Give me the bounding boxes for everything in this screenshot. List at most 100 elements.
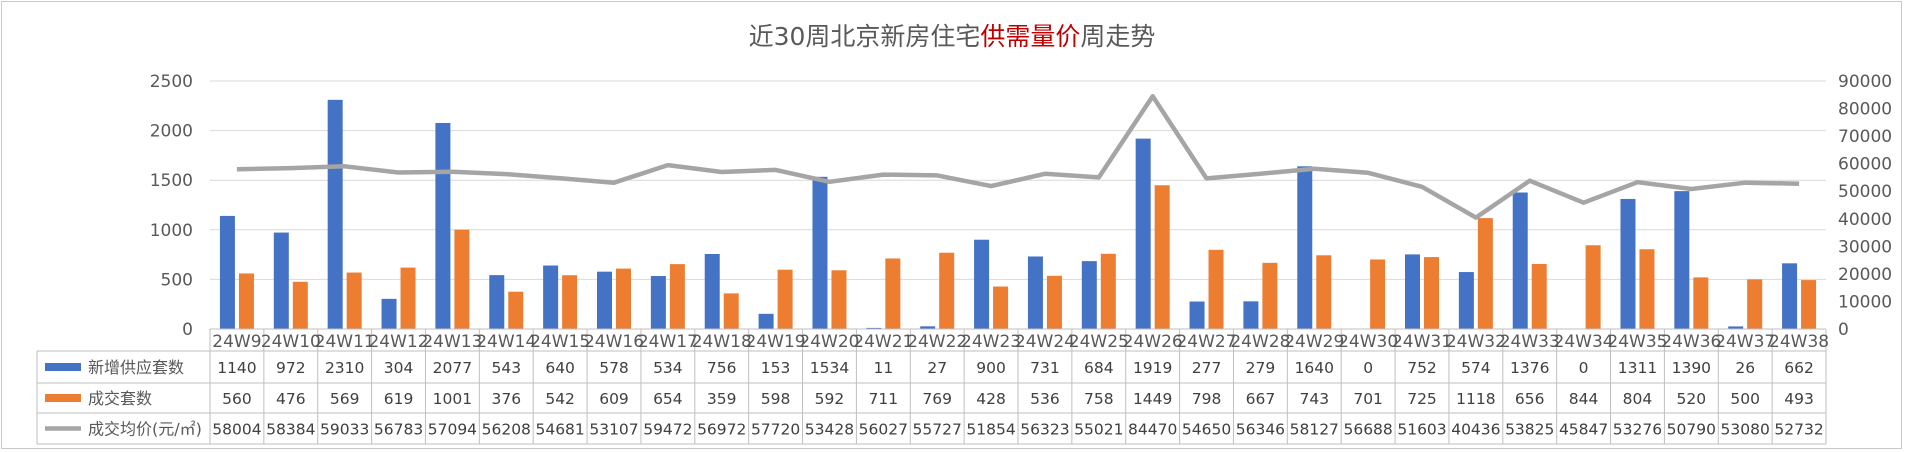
bar	[1405, 254, 1420, 329]
category-label: 24W19	[746, 332, 806, 352]
category-label: 24W12	[368, 332, 428, 352]
y-right-tick-label: 90000	[1838, 72, 1892, 92]
bar	[273, 232, 289, 329]
price-line	[236, 93, 1800, 220]
table-cell: 804	[1623, 390, 1653, 408]
y-left-tick-label: 1000	[150, 221, 193, 241]
table-cell: 56783	[374, 421, 423, 439]
legend-key	[45, 363, 81, 371]
bar	[1458, 272, 1474, 329]
table-cell: 640	[545, 359, 575, 377]
bar	[1747, 279, 1763, 329]
bar	[974, 239, 990, 329]
series-name: 成交套数	[88, 389, 152, 408]
y-right-tick-label: 70000	[1838, 127, 1892, 147]
chart-title: 近30周北京新房住宅供需量价周走势	[749, 22, 1156, 51]
bar	[1189, 301, 1205, 329]
bar	[650, 276, 666, 329]
table-cell: 574	[1461, 359, 1491, 377]
bar	[1639, 249, 1655, 329]
bar	[1782, 263, 1798, 329]
bar	[489, 275, 505, 329]
bar	[381, 298, 397, 329]
bar	[1027, 256, 1043, 329]
table-cell: 972	[276, 359, 306, 377]
table-cell: 2310	[325, 359, 364, 377]
table-cell: 428	[976, 390, 1006, 408]
table-cell: 609	[599, 390, 629, 408]
table-cell: 277	[1192, 359, 1222, 377]
table-cell: 656	[1515, 390, 1545, 408]
bar	[920, 326, 936, 329]
bar	[812, 176, 828, 329]
category-label: 24W23	[961, 332, 1021, 352]
table-cell: 662	[1784, 359, 1814, 377]
y-right-tick-label: 20000	[1838, 265, 1892, 285]
category-label: 24W16	[584, 332, 644, 352]
category-label: 24W9	[212, 332, 261, 352]
table-cell: 1140	[217, 359, 256, 377]
y-right-tick-label: 60000	[1838, 155, 1892, 175]
table-cell: 0	[1363, 359, 1373, 377]
table-cell: 1001	[433, 390, 472, 408]
table-cell: 153	[761, 359, 791, 377]
bar	[669, 264, 685, 329]
table-cell: 536	[1030, 390, 1060, 408]
y-left-tick-label: 1500	[150, 171, 193, 191]
table-cell: 45847	[1559, 421, 1608, 439]
table-cell: 731	[1030, 359, 1060, 377]
table-cell: 53107	[589, 421, 638, 439]
bar	[723, 293, 739, 329]
table-cell: 743	[1299, 390, 1329, 408]
table-cell: 667	[1246, 390, 1276, 408]
table-cell: 1376	[1510, 359, 1549, 377]
bar	[400, 267, 416, 329]
bar	[597, 271, 612, 329]
table-cell: 1919	[1133, 359, 1172, 377]
table-cell: 684	[1084, 359, 1114, 377]
table-cell: 59472	[643, 421, 692, 439]
bar	[758, 313, 774, 329]
table-cell: 54681	[535, 421, 584, 439]
y-left-tick-label: 2000	[150, 122, 193, 142]
table-cell: 56027	[859, 421, 908, 439]
bar	[866, 327, 882, 329]
table-cell: 57720	[751, 421, 800, 439]
category-label: 24W10	[261, 332, 321, 352]
category-label: 24W13	[422, 332, 482, 352]
category-label: 24W37	[1715, 332, 1775, 352]
table-cell: 711	[869, 390, 899, 408]
table-cell: 542	[545, 390, 575, 408]
category-label: 24W34	[1554, 332, 1614, 352]
gridlines	[210, 80, 1826, 330]
table-cell: 1640	[1295, 359, 1334, 377]
axes: 0 500 1000 1500 2000 2500 0 10000 20000 30000 4000…	[150, 72, 1892, 340]
bar	[454, 229, 470, 329]
data-table: 24W9 24W1024W1124W1224W1324W1424W1524W162…	[36, 328, 1829, 445]
bar	[1316, 255, 1332, 329]
category-label: 24W27	[1176, 332, 1236, 352]
bar	[939, 252, 955, 329]
table-cell: 534	[653, 359, 683, 377]
table-cell: 51603	[1397, 421, 1446, 439]
category-label: 24W11	[315, 332, 375, 352]
series-name: 成交均价(元/㎡)	[88, 420, 202, 439]
table-cell: 598	[761, 390, 791, 408]
table-cell: 50790	[1667, 421, 1716, 439]
table-cell: 758	[1084, 390, 1114, 408]
table-cell: 578	[599, 359, 629, 377]
table-cell: 51854	[966, 421, 1015, 439]
bar	[777, 269, 793, 329]
bar	[1693, 277, 1709, 329]
y-left-tick-label: 0	[182, 320, 193, 340]
table-cell: 304	[384, 359, 414, 377]
category-label: 24W31	[1392, 332, 1452, 352]
category-label: 24W15	[530, 332, 590, 352]
chart-title-highlight: 供需量价	[980, 22, 1080, 51]
category-label: 24W35	[1607, 332, 1667, 352]
y-right-tick-label: 40000	[1838, 210, 1892, 230]
bar	[1370, 259, 1386, 329]
bar	[1154, 185, 1170, 329]
bar	[543, 265, 559, 329]
